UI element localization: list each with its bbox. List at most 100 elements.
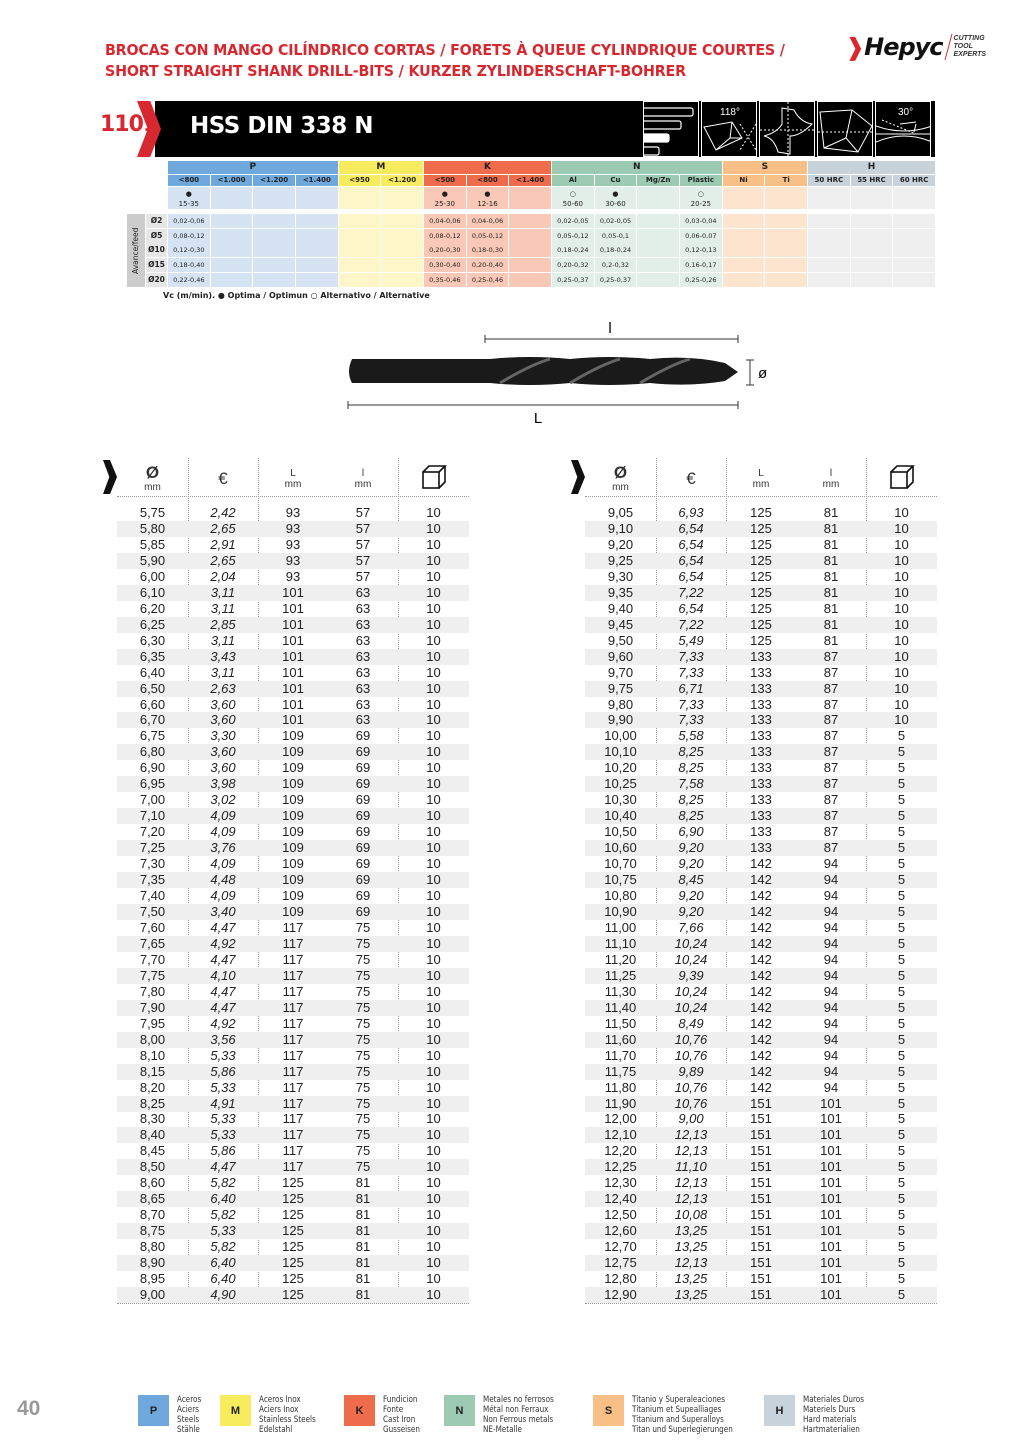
table-row[interactable]: 7,10 4,09 109 69 10 [117,808,469,825]
table-row[interactable]: 10,20 8,25 133 87 5 [585,760,937,776]
table-row[interactable]: 9,45 7,22 125 81 10 [585,616,937,633]
table-row[interactable]: 8,60 5,82 125 81 10 [117,1175,469,1191]
table-row[interactable]: 7,40 4,09 109 69 10 [117,888,469,904]
table-row[interactable]: 8,00 3,56 117 75 10 [117,1031,469,1048]
table-row[interactable]: 9,35 7,22 125 81 10 [585,584,937,601]
table-row[interactable]: 11,20 10,24 142 94 5 [585,952,937,968]
table-row[interactable]: 12,10 12,13 151 101 5 [585,1127,937,1144]
table-row[interactable]: 8,95 6,40 125 81 10 [117,1271,469,1287]
table-row[interactable]: 9,30 6,54 125 81 10 [585,569,937,585]
table-row[interactable]: 8,40 5,33 117 75 10 [117,1127,469,1144]
table-row[interactable]: 8,10 5,33 117 75 10 [117,1048,469,1064]
table-row[interactable]: 11,50 8,49 142 94 5 [585,1016,937,1032]
table-row[interactable]: 9,60 7,33 133 87 10 [585,648,937,665]
table-row[interactable]: 6,10 3,11 101 63 10 [117,584,469,601]
table-row[interactable]: 11,75 9,89 142 94 5 [585,1063,937,1080]
table-row[interactable]: 12,70 13,25 151 101 5 [585,1239,937,1255]
table-row[interactable]: 7,20 4,09 109 69 10 [117,824,469,840]
table-row[interactable]: 10,80 9,20 142 94 5 [585,888,937,904]
table-row[interactable]: 6,35 3,43 101 63 10 [117,648,469,665]
table-row[interactable]: 12,75 12,13 151 101 5 [585,1255,937,1272]
table-row[interactable]: 11,25 9,39 142 94 5 [585,967,937,984]
table-row[interactable]: 8,25 4,91 117 75 10 [117,1095,469,1112]
table-row[interactable]: 6,50 2,63 101 63 10 [117,680,469,697]
table-row[interactable]: 7,90 4,47 117 75 10 [117,999,469,1016]
table-row[interactable]: 7,95 4,92 117 75 10 [117,1016,469,1032]
table-row[interactable]: 6,25 2,85 101 63 10 [117,616,469,633]
table-row[interactable]: 12,25 11,10 151 101 5 [585,1159,937,1176]
table-row[interactable]: 11,60 10,76 142 94 5 [585,1031,937,1048]
table-row[interactable]: 11,70 10,76 142 94 5 [585,1048,937,1064]
table-row[interactable]: 7,35 4,48 109 69 10 [117,872,469,889]
table-row[interactable]: 9,20 6,54 125 81 10 [585,537,937,553]
table-row[interactable]: 8,80 5,82 125 81 10 [117,1239,469,1255]
table-row[interactable]: 8,90 6,40 125 81 10 [117,1255,469,1272]
table-row[interactable]: 6,40 3,11 101 63 10 [117,665,469,681]
table-row[interactable]: 10,75 8,45 142 94 5 [585,872,937,889]
table-row[interactable]: 5,85 2,91 93 57 10 [117,537,469,553]
table-row[interactable]: 7,30 4,09 109 69 10 [117,856,469,872]
table-row[interactable]: 10,40 8,25 133 87 5 [585,808,937,825]
table-row[interactable]: 6,00 2,04 93 57 10 [117,569,469,585]
table-row[interactable]: 10,90 9,20 142 94 5 [585,904,937,920]
table-row[interactable]: 5,80 2,65 93 57 10 [117,520,469,537]
table-row[interactable]: 9,05 6,93 125 81 10 [585,505,937,521]
table-row[interactable]: 9,70 7,33 133 87 10 [585,665,937,681]
table-row[interactable]: 10,70 9,20 142 94 5 [585,856,937,872]
table-row[interactable]: 12,00 9,00 151 101 5 [585,1111,937,1127]
table-row[interactable]: 6,20 3,11 101 63 10 [117,601,469,617]
table-row[interactable]: 11,10 10,24 142 94 5 [585,935,937,952]
table-row[interactable]: 8,65 6,40 125 81 10 [117,1191,469,1208]
table-row[interactable]: 6,80 3,60 109 69 10 [117,744,469,761]
table-row[interactable]: 9,25 6,54 125 81 10 [585,552,937,569]
table-row[interactable]: 7,50 3,40 109 69 10 [117,904,469,920]
table-row[interactable]: 6,90 3,60 109 69 10 [117,760,469,776]
table-row[interactable]: 5,75 2,42 93 57 10 [117,505,469,521]
table-row[interactable]: 7,75 4,10 117 75 10 [117,967,469,984]
table-row[interactable]: 7,25 3,76 109 69 10 [117,840,469,857]
table-row[interactable]: 9,80 7,33 133 87 10 [585,697,937,713]
table-row[interactable]: 10,25 7,58 133 87 5 [585,776,937,793]
table-row[interactable]: 12,90 13,25 151 101 5 [585,1287,937,1304]
table-row[interactable]: 6,30 3,11 101 63 10 [117,633,469,649]
table-row[interactable]: 11,80 10,76 142 94 5 [585,1080,937,1096]
table-row[interactable]: 6,70 3,60 101 63 10 [117,712,469,729]
table-row[interactable]: 6,60 3,60 101 63 10 [117,697,469,713]
table-row[interactable]: 9,40 6,54 125 81 10 [585,601,937,617]
table-row[interactable]: 7,80 4,47 117 75 10 [117,984,469,1000]
table-row[interactable]: 9,50 5,49 125 81 10 [585,633,937,649]
table-row[interactable]: 8,70 5,82 125 81 10 [117,1207,469,1223]
table-row[interactable]: 5,90 2,65 93 57 10 [117,552,469,569]
table-row[interactable]: 12,50 10,08 151 101 5 [585,1207,937,1223]
table-row[interactable]: 10,10 8,25 133 87 5 [585,744,937,761]
table-row[interactable]: 11,30 10,24 142 94 5 [585,984,937,1000]
table-row[interactable]: 7,60 4,47 117 75 10 [117,920,469,936]
table-row[interactable]: 8,45 5,86 117 75 10 [117,1143,469,1159]
table-row[interactable]: 10,00 5,58 133 87 5 [585,728,937,744]
table-row[interactable]: 7,00 3,02 109 69 10 [117,792,469,808]
table-row[interactable]: 11,00 7,66 142 94 5 [585,920,937,936]
table-row[interactable]: 8,50 4,47 117 75 10 [117,1159,469,1176]
table-row[interactable]: 8,30 5,33 117 75 10 [117,1111,469,1127]
table-row[interactable]: 10,30 8,25 133 87 5 [585,792,937,808]
table-row[interactable]: 8,15 5,86 117 75 10 [117,1063,469,1080]
table-row[interactable]: 6,95 3,98 109 69 10 [117,776,469,793]
table-row[interactable]: 10,50 6,90 133 87 5 [585,824,937,840]
table-row[interactable]: 6,75 3,30 109 69 10 [117,728,469,744]
table-row[interactable]: 7,70 4,47 117 75 10 [117,952,469,968]
table-row[interactable]: 8,75 5,33 125 81 10 [117,1223,469,1240]
table-row[interactable]: 11,90 10,76 151 101 5 [585,1095,937,1112]
table-row[interactable]: 12,30 12,13 151 101 5 [585,1175,937,1191]
table-row[interactable]: 11,40 10,24 142 94 5 [585,999,937,1016]
table-row[interactable]: 12,40 12,13 151 101 5 [585,1191,937,1208]
table-row[interactable]: 9,00 4,90 125 81 10 [117,1287,469,1304]
table-row[interactable]: 9,10 6,54 125 81 10 [585,520,937,537]
table-row[interactable]: 9,90 7,33 133 87 10 [585,712,937,729]
table-row[interactable]: 7,65 4,92 117 75 10 [117,935,469,952]
table-row[interactable]: 9,75 6,71 133 87 10 [585,680,937,697]
table-row[interactable]: 12,80 13,25 151 101 5 [585,1271,937,1287]
table-row[interactable]: 12,60 13,25 151 101 5 [585,1223,937,1240]
table-row[interactable]: 12,20 12,13 151 101 5 [585,1143,937,1159]
table-row[interactable]: 10,60 9,20 133 87 5 [585,840,937,857]
table-row[interactable]: 8,20 5,33 117 75 10 [117,1080,469,1096]
